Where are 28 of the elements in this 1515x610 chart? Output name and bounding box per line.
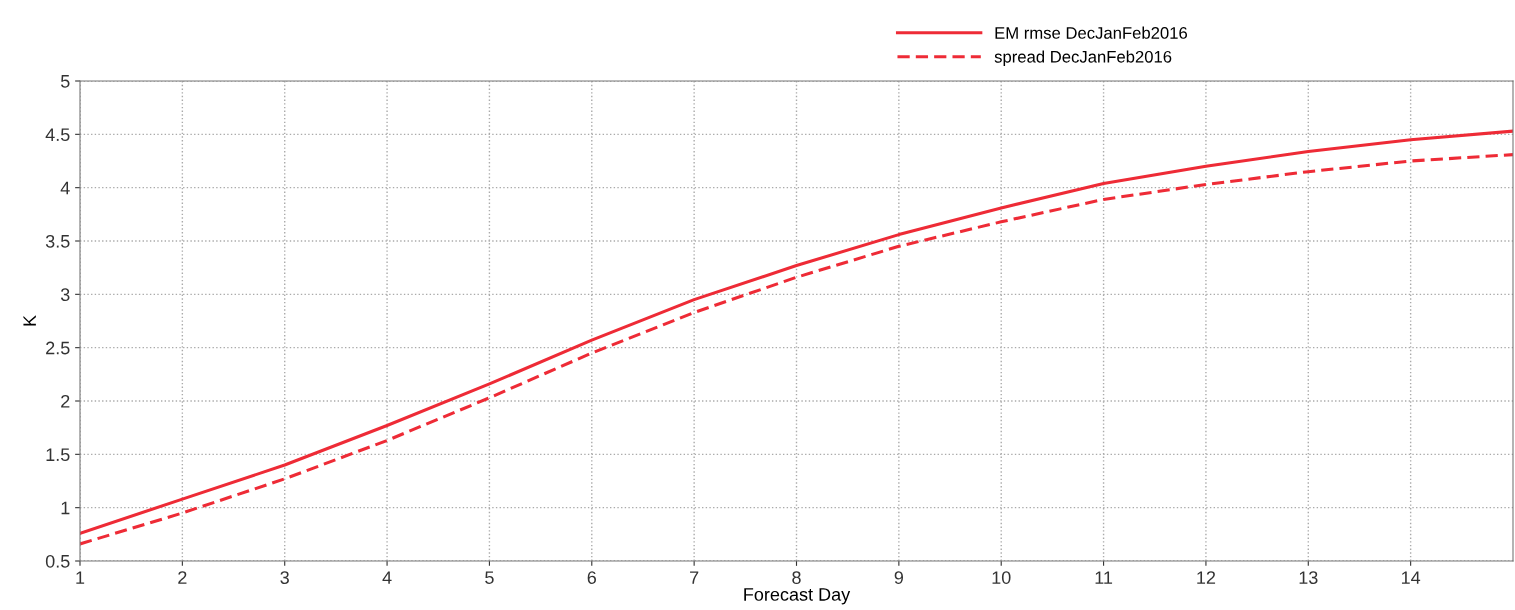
y-tick-label: 4 bbox=[60, 181, 70, 195]
y-tick-label: 2.5 bbox=[46, 341, 70, 355]
x-tick-label: 4 bbox=[382, 571, 392, 584]
x-tick-label: 12 bbox=[1197, 571, 1216, 584]
x-tick-label: 9 bbox=[894, 571, 904, 584]
x-axis-title: Forecast Day bbox=[744, 588, 851, 605]
y-tick-label: 1.5 bbox=[46, 448, 70, 462]
legend-label: EM rmse DecJanFeb2016 bbox=[995, 26, 1188, 39]
x-tick-label: 3 bbox=[280, 571, 289, 584]
y-tick-label: 4.5 bbox=[45, 128, 70, 142]
y-tick-label: 0.5 bbox=[45, 554, 70, 568]
x-tick-label: 1 bbox=[76, 571, 85, 584]
x-tick-label: 13 bbox=[1299, 571, 1318, 584]
x-tick-label: 14 bbox=[1401, 571, 1421, 584]
x-tick-label: 7 bbox=[690, 571, 699, 584]
y-tick-label: 5 bbox=[60, 75, 70, 88]
x-tick-label: 2 bbox=[178, 571, 187, 584]
y-tick-label: 3.5 bbox=[45, 234, 70, 248]
x-tick-label: 6 bbox=[587, 571, 597, 584]
x-tick-label: 8 bbox=[792, 571, 801, 584]
y-tick-label: 3 bbox=[60, 288, 70, 302]
x-tick-label: 11 bbox=[1095, 571, 1113, 584]
y-tick-label: 1 bbox=[61, 501, 70, 515]
x-tick-label: 10 bbox=[992, 571, 1011, 584]
legend-label: spread DecJanFeb2016 bbox=[994, 50, 1172, 66]
y-tick-label: 2 bbox=[61, 394, 70, 408]
y-axis-title: K bbox=[23, 315, 36, 326]
x-tick-label: 5 bbox=[485, 571, 494, 584]
